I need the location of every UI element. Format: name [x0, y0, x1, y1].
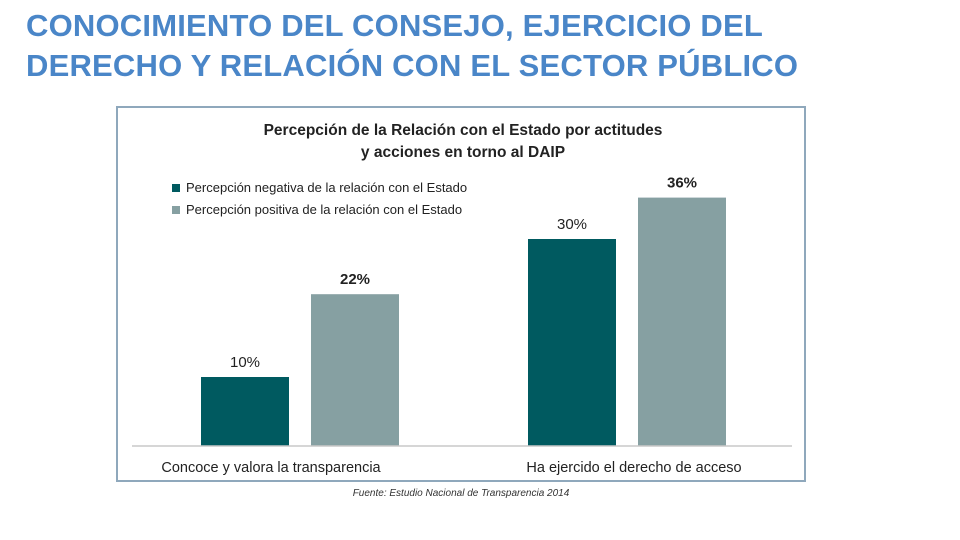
bar-1-1	[201, 377, 289, 446]
bar-1-2	[311, 294, 399, 446]
x-tick-label-2: Ha ejercido el derecho de acceso	[526, 460, 741, 476]
legend-label-2: Percepción positiva de la relación con e…	[186, 202, 462, 217]
bar-2-1	[528, 239, 616, 446]
chart-frame: Percepción de la Relación con el Estado …	[116, 106, 806, 482]
slide-title: CONOCIMIENTO DEL CONSEJO, EJERCICIO DEL …	[26, 6, 926, 86]
x-tick-label-1: Concoce y valora la transparencia	[161, 460, 381, 476]
chart-title-line-1: Percepción de la Relación con el Estado …	[264, 122, 663, 139]
bar-chart: Percepción de la Relación con el Estado …	[132, 122, 792, 476]
data-label-1-1: 10%	[230, 354, 260, 371]
chart-title-line-2: y acciones en torno al DAIP	[361, 144, 565, 161]
legend-swatch-1	[172, 184, 180, 192]
data-label-2-1: 30%	[557, 216, 587, 233]
data-label-2-2: 36%	[667, 175, 697, 192]
chart-legend: Percepción negativa de la relación con e…	[172, 180, 467, 217]
x-axis-labels: Concoce y valora la transparencia Ha ejer…	[161, 460, 741, 476]
source-note: Fuente: Estudio Nacional de Transparenci…	[352, 488, 570, 499]
chart-bars: 10% 22% 30% 36%	[201, 175, 726, 446]
slide-title-line-1: CONOCIMIENTO DEL CONSEJO, EJERCICIO DEL	[26, 8, 763, 43]
data-label-1-2: 22%	[340, 271, 370, 288]
slide-title-line-2: DERECHO Y RELACIÓN CON EL SECTOR PÚBLICO	[26, 48, 799, 83]
legend-swatch-2	[172, 206, 180, 214]
bar-2-2	[638, 197, 726, 446]
legend-label-1: Percepción negativa de la relación con e…	[186, 180, 467, 195]
